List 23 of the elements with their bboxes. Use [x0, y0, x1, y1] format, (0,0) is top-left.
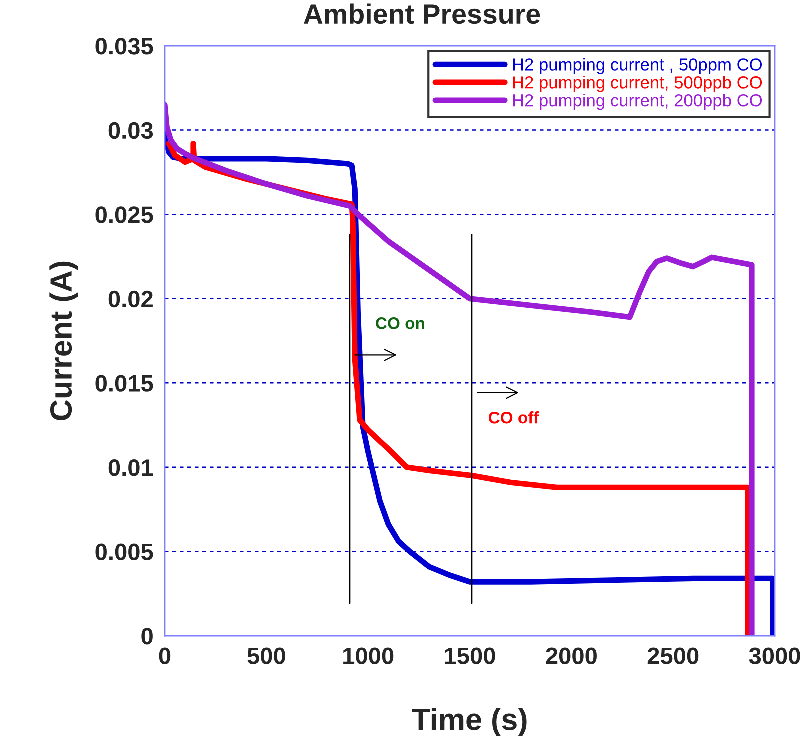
y-axis-title: Current (A): [50, 262, 78, 420]
x-axis-title: Time (s): [412, 708, 527, 736]
x-tick-label: 3000: [749, 648, 800, 664]
y-tick-label: 0.02: [108, 290, 153, 308]
legend-label: H2 pumping current , 50ppm CO: [513, 58, 762, 74]
y-tick-label: 0.01: [108, 459, 154, 476]
y-tick-label: 0.025: [96, 206, 154, 224]
legend-label: H2 pumping current, 500ppb CO: [513, 76, 762, 92]
x-tick-label: 0: [159, 648, 171, 664]
legend-label: H2 pumping current, 200ppb CO: [513, 94, 762, 110]
chart-title: Ambient Pressure: [304, 4, 540, 24]
x-tick-label: 2500: [648, 648, 699, 664]
y-tick-label: 0.035: [96, 38, 154, 55]
annotation: CO on: [376, 318, 424, 330]
x-tick-label: 1000: [344, 648, 394, 664]
y-tick-label: 0.005: [96, 544, 154, 560]
x-tick-label: 1500: [445, 648, 496, 664]
y-tick-label: 0.015: [96, 375, 154, 392]
annotation: CO off: [488, 412, 540, 424]
y-tick-label: 0.03: [108, 122, 154, 140]
y-tick-label: 0: [142, 628, 153, 645]
x-tick-label: 2000: [546, 648, 597, 664]
x-tick-label: 500: [248, 648, 286, 664]
